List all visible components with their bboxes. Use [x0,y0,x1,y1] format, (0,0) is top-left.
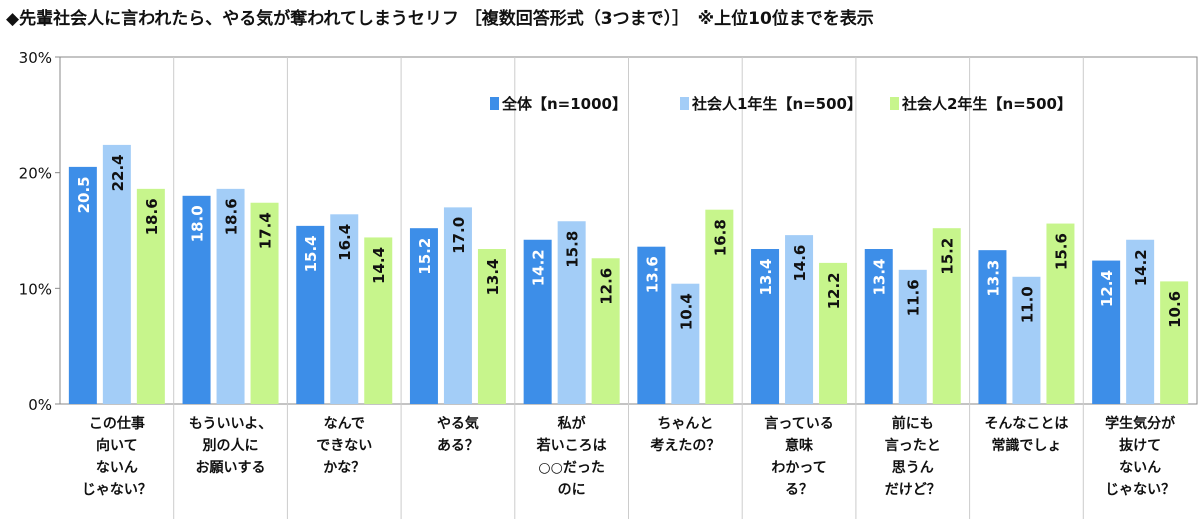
bar [637,246,666,404]
data-label: 16.8 [711,219,729,256]
data-label: 22.4 [109,154,127,191]
data-label: 15.2 [939,238,957,275]
category-label: この仕事向いてないんじゃない？ [82,415,152,498]
bar [898,269,927,404]
bar [557,221,586,404]
data-label: 14.6 [791,245,809,282]
data-label: 18.6 [143,198,161,235]
category-label: やる気ある？ [437,415,479,454]
bar [1092,260,1121,404]
data-label: 10.6 [1166,291,1184,328]
category-label: 私が若いころは○○だったのに [536,415,607,498]
bar [671,283,700,404]
data-label: 17.0 [450,217,468,254]
data-label: 13.4 [484,258,502,295]
legend-entry: 社会人2年生【n=500】 [901,95,1072,113]
data-label: 16.4 [336,224,354,261]
y-tick-label: 10% [19,280,52,298]
bar [1046,223,1075,404]
bar [477,249,506,404]
data-label: 15.2 [416,238,434,275]
data-label: 17.4 [257,212,275,249]
bar [216,188,245,404]
bar [1160,281,1189,404]
bar [523,239,552,404]
bar [443,207,472,404]
data-label: 13.3 [984,260,1002,297]
chart-title: ◆先輩社会人に言われたら、やる気が奪われてしまうセリフ ［複数回答形式（3つまで… [6,9,874,29]
data-label: 15.8 [564,231,582,268]
bar [136,188,165,404]
data-label: 15.6 [1052,233,1070,270]
data-label: 10.4 [677,293,695,330]
category-label: もういいよ、別の人にお願いする [189,416,272,476]
bar [409,228,438,404]
data-label: 13.4 [757,258,775,295]
data-label: 15.4 [302,235,320,272]
bar [819,262,848,404]
data-label: 12.4 [1098,270,1116,307]
data-label: 14.2 [530,249,548,286]
bar [785,235,814,404]
bar [705,209,734,404]
bar [1012,276,1041,404]
data-label: 18.0 [189,205,207,242]
bar [250,202,279,404]
y-tick-label: 0% [28,396,52,414]
bar [330,214,359,404]
legend-entry: 全体【n=1000】 [501,95,627,113]
y-tick-label: 30% [19,49,52,67]
data-label: 14.4 [370,247,388,284]
data-label: 14.2 [1132,249,1150,286]
bar [296,225,325,404]
bar [102,144,131,404]
y-tick-label: 20% [19,165,52,183]
bar [864,249,893,404]
bar [182,195,211,404]
bar [978,250,1007,404]
data-label: 12.2 [825,272,843,309]
legend-swatch [890,97,899,110]
bar [68,166,97,404]
data-label: 12.6 [598,268,616,305]
category-label: なんでできないかな？ [316,416,372,476]
category-label: 前にも言ったと思うんだけど？ [885,415,941,498]
data-label: 13.4 [871,258,889,295]
data-label: 11.0 [1018,286,1036,323]
legend-swatch [490,97,499,110]
data-label: 18.6 [223,198,241,235]
category-label: ちゃんと考えたの？ [650,416,720,454]
category-label: 言っている意味わかってる？ [764,415,833,498]
data-label: 11.6 [905,279,923,316]
legend-entry: 社会人1年生【n=500】 [691,95,862,113]
bar [1126,239,1155,404]
bar [591,258,620,404]
data-label: 20.5 [75,176,93,213]
bar [751,249,780,404]
category-label: そんなことは常識でしょ [984,416,1068,454]
legend-swatch [680,97,689,110]
bar [364,237,393,404]
category-label: 学生気分が抜けてないんじゃない？ [1105,415,1176,498]
bar [932,228,961,404]
data-label: 13.6 [643,256,661,293]
